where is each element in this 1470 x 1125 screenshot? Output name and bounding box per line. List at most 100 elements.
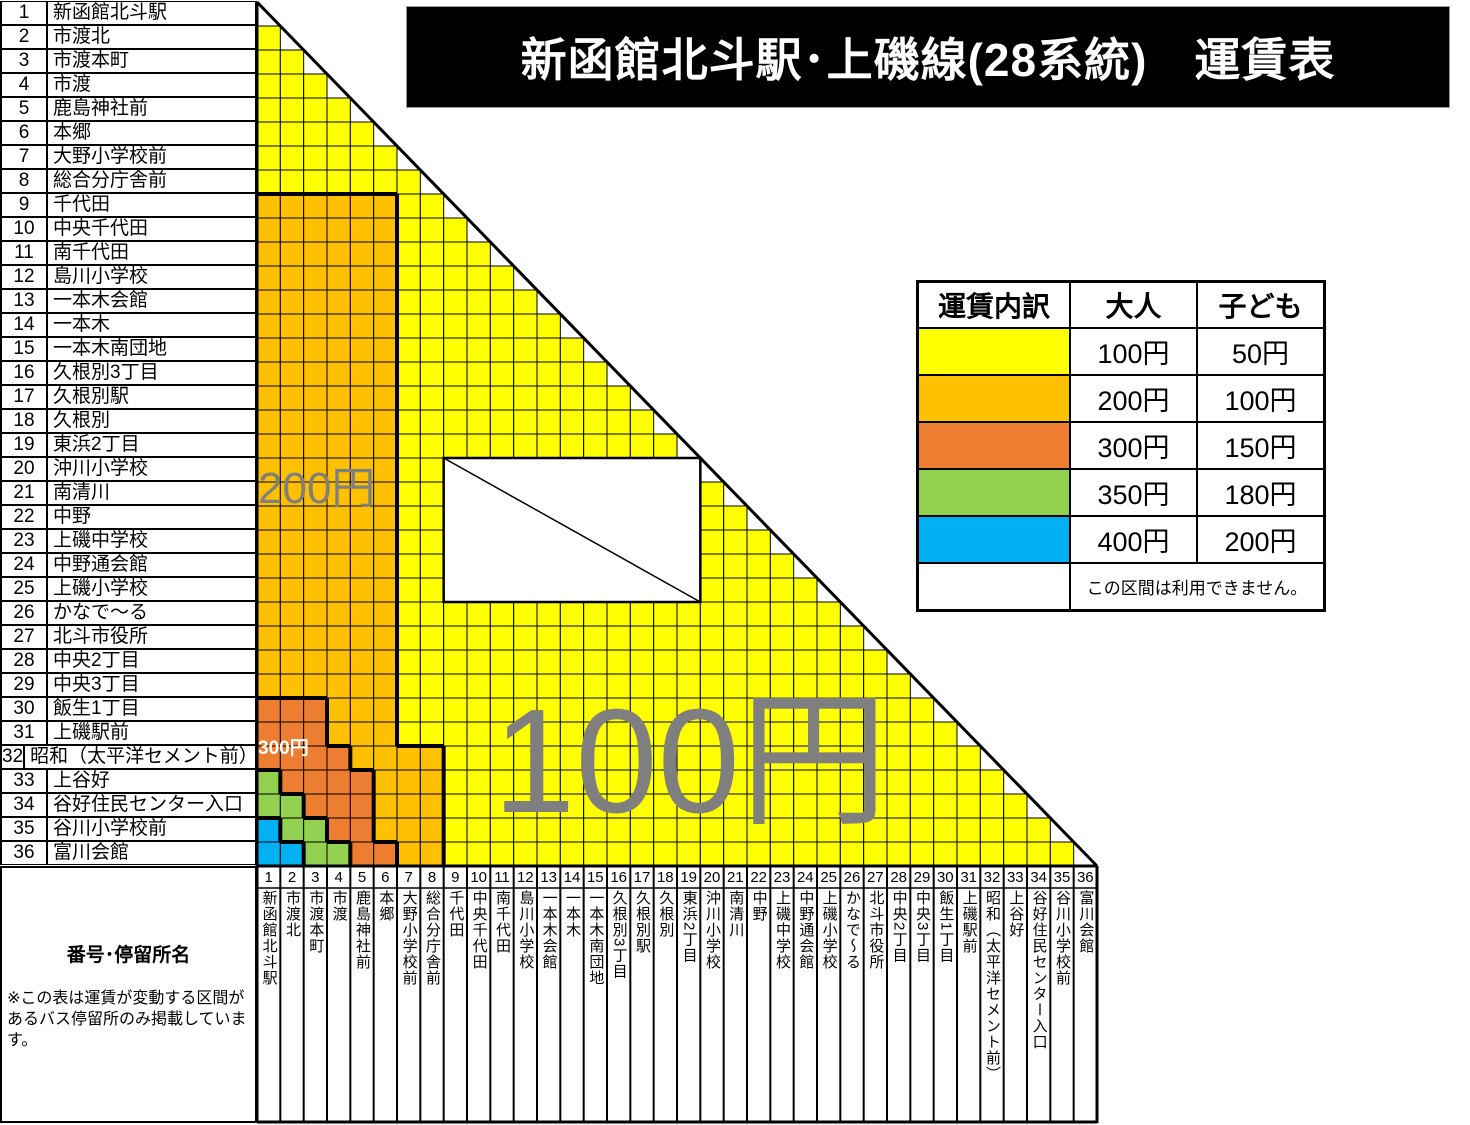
fare-cell [326, 217, 351, 243]
fare-cell [606, 385, 631, 411]
fare-cell [443, 769, 468, 795]
stop-row: 31 上磯駅前 [0, 721, 257, 745]
fare-cell [443, 697, 468, 723]
fare-cell [349, 793, 375, 819]
column-stop-name: 上谷好 [1007, 890, 1025, 938]
fare-cell [723, 505, 748, 531]
fare-cell [279, 193, 305, 219]
fare-cell [279, 97, 305, 123]
stop-number: 6 [2, 122, 48, 144]
fare-cell [326, 97, 351, 123]
legend-adult-fare: 300円 [1069, 421, 1198, 470]
fare-cell [746, 553, 771, 579]
fare-cell [349, 649, 375, 675]
legend-adult-fare: 200円 [1069, 374, 1198, 423]
fare-cell [443, 217, 468, 243]
stop-name: 本郷 [53, 122, 92, 143]
fare-cell [256, 697, 281, 723]
stop-number: 31 [2, 722, 48, 744]
fare-cell [886, 817, 911, 843]
stop-name: 上谷好 [53, 770, 111, 791]
fare-cell [279, 649, 305, 675]
fare-cell [886, 769, 911, 795]
legend-child-fare: 100円 [1196, 374, 1326, 423]
stop-row: 7 大野小学校前 [0, 145, 257, 169]
fare-cell [373, 745, 398, 771]
fare-cell [303, 265, 328, 291]
legend-row: 200円 100円 [916, 374, 1326, 423]
fare-cell [349, 121, 375, 147]
fare-cell [256, 673, 281, 699]
stop-row: 9 千代田 [0, 193, 257, 217]
stop-name: 市渡北 [53, 26, 111, 47]
fare-cell [349, 361, 375, 387]
fare-cell [326, 841, 351, 867]
fare-cell [396, 673, 421, 699]
fare-cell [419, 601, 445, 627]
fare-cell [629, 601, 655, 627]
stop-row: 8 総合分庁舎前 [0, 169, 257, 193]
fare-cell [326, 769, 351, 795]
fare-cell [933, 769, 958, 795]
stop-row: 3 市渡本町 [0, 49, 257, 73]
fare-cell [349, 745, 375, 771]
column-stop-name: 上磯小学校 [820, 890, 838, 970]
fare-cell [559, 361, 585, 387]
stop-row: 6 本郷 [0, 121, 257, 145]
fare-cell [396, 505, 421, 531]
fare-cell [746, 601, 771, 627]
stop-row: 29 中央3丁目 [0, 673, 257, 697]
fare-cell [396, 721, 421, 747]
column-stop-name: 千代田 [447, 890, 465, 938]
fare-cell [396, 697, 421, 723]
fare-cell [933, 745, 958, 771]
column-stop-name: 中央2丁目 [890, 890, 908, 964]
unavailable-slash [443, 457, 701, 603]
fare-cell [396, 361, 421, 387]
fare-cell [326, 121, 351, 147]
fare-cell [909, 697, 935, 723]
column-number: 25 [820, 869, 837, 886]
legend-header-adult: 大人 [1069, 280, 1198, 329]
column-number: 3 [311, 869, 320, 886]
column-number: 24 [796, 869, 814, 886]
fare-cell [279, 313, 305, 339]
column-stop-name: 新函館北斗駅 [260, 890, 278, 986]
column-stop-name: 昭和（太平洋セメント前） [984, 890, 1001, 1082]
fare-cell [303, 409, 328, 435]
fare-cell [303, 193, 328, 219]
fare-cell [489, 601, 515, 627]
title-banner: 新函館北斗駅･上磯線(28系統) 運賃表 [406, 6, 1450, 108]
column-stop-name: 上磯中学校 [774, 890, 791, 970]
column-stop-name: 総合分庁舎前 [424, 890, 441, 986]
legend-child-fare: 200円 [1196, 515, 1326, 564]
fare-300-area-label: 300円 [258, 738, 309, 759]
fare-cell [326, 361, 351, 387]
fare-cell [699, 577, 725, 603]
fare-cell [769, 601, 795, 627]
fare-cell [256, 529, 281, 555]
fare-cell [326, 673, 351, 699]
column-number: 31 [960, 869, 977, 886]
fare-cell [396, 193, 421, 219]
column-stop-name: 中野通会館 [797, 890, 815, 970]
fare-cell [303, 169, 328, 195]
stop-number: 15 [2, 338, 48, 360]
fare-cell [256, 265, 281, 291]
column-number: 22 [750, 869, 767, 886]
fare-cell [303, 793, 328, 819]
fare-cell [326, 241, 351, 267]
stop-row: 15 一本木南団地 [0, 337, 257, 361]
fare-cell [606, 409, 631, 435]
fare-cell [443, 241, 468, 267]
fare-cell [419, 769, 445, 795]
fare-cell [349, 601, 375, 627]
column-number: 10 [470, 869, 487, 886]
stop-row: 22 中野 [0, 505, 257, 529]
fare-cell [396, 841, 421, 867]
fare-cell [933, 841, 958, 867]
fare-cell [396, 601, 421, 627]
column-number: 28 [890, 869, 907, 886]
stop-name: 中野通会館 [53, 554, 149, 575]
fare-cell [466, 265, 491, 291]
